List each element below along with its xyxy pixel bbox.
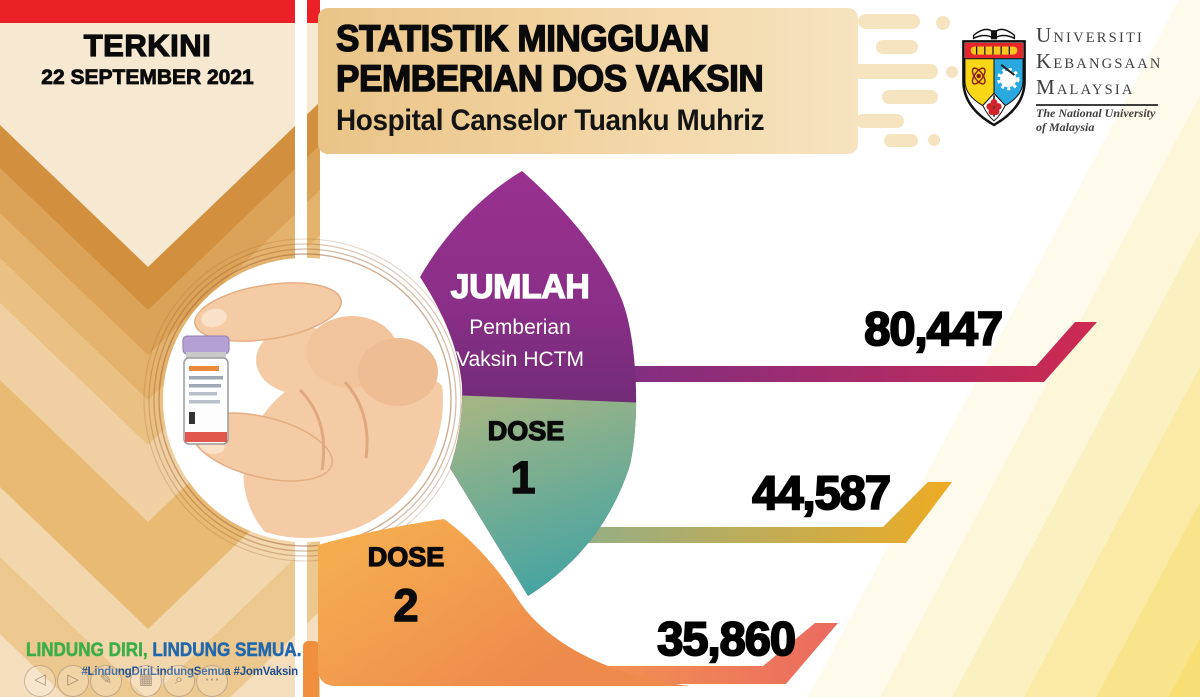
dose1-value: 44,587 bbox=[751, 465, 892, 520]
title-panel: STATISTIK MINGGUAN PEMBERIAN DOS VAKSIN … bbox=[318, 8, 858, 154]
logo-name-1: Universiti bbox=[1036, 23, 1145, 47]
total-value: 80,447 bbox=[863, 301, 1004, 356]
all-slides-button[interactable]: ▦ bbox=[130, 665, 162, 697]
atom-icon bbox=[971, 67, 986, 85]
logo-name-3: Malaysia bbox=[1036, 75, 1135, 99]
gear-icon bbox=[997, 63, 1020, 91]
orange-strip-accent bbox=[303, 641, 319, 697]
dose1-bar bbox=[560, 482, 952, 543]
pill bbox=[884, 134, 918, 147]
total-label: JUMLAH bbox=[450, 267, 590, 306]
badge-title: TERKINI bbox=[83, 27, 212, 63]
decor-rings bbox=[143, 238, 467, 562]
logo-tagline-2: of Malaysia bbox=[1036, 119, 1095, 134]
dot bbox=[928, 134, 940, 146]
total-bar bbox=[590, 322, 1097, 382]
red-top-bar bbox=[0, 0, 320, 23]
badge-date: 22 SEPTEMBER 2021 bbox=[41, 66, 254, 90]
pill bbox=[856, 114, 904, 128]
next-slide-button[interactable]: ▷ bbox=[57, 665, 89, 697]
logo-name-2: Kebangsaan bbox=[1036, 49, 1163, 73]
university-wordmark: Universiti Kebangsaan Malaysia The Natio… bbox=[1036, 24, 1194, 134]
pen-tool-button[interactable]: ✎ bbox=[90, 665, 122, 697]
pill bbox=[852, 64, 938, 79]
title-subtitle: Hospital Canselor Tuanku Muhriz bbox=[336, 104, 765, 137]
vaccine-vial bbox=[182, 335, 230, 445]
dot bbox=[946, 66, 958, 78]
campaign-slogan: LINDUNG DIRI, LINDUNG SEMUA. bbox=[26, 640, 305, 662]
university-logo: Universiti Kebangsaan Malaysia The Natio… bbox=[958, 22, 1194, 134]
flower-icon bbox=[986, 95, 1002, 117]
slogan-green: LINDUNG DIRI, bbox=[26, 640, 148, 662]
dose1-number: 1 bbox=[510, 451, 537, 504]
petal-teal-section bbox=[420, 389, 637, 596]
pill bbox=[876, 40, 918, 54]
previous-slide-button[interactable]: ◁ bbox=[24, 665, 56, 697]
ukm-crest-icon bbox=[962, 28, 1026, 127]
dose1-label: DOSE bbox=[487, 415, 565, 446]
logo-tagline-1: The National University bbox=[1036, 106, 1156, 120]
title-line1: STATISTIK MINGGUAN bbox=[335, 17, 710, 59]
pill bbox=[858, 14, 920, 29]
pill bbox=[882, 90, 938, 104]
dose2-wedge bbox=[318, 519, 690, 686]
dose2-number: 2 bbox=[393, 579, 420, 632]
title-line2: PEMBERIAN DOS VAKSIN bbox=[335, 57, 764, 99]
slogan-blue: LINDUNG SEMUA. bbox=[147, 640, 302, 662]
logo-divider bbox=[1036, 104, 1158, 106]
dose2-value: 35,860 bbox=[656, 611, 797, 666]
total-sublabel-1: Pemberian bbox=[469, 316, 571, 339]
total-sublabel-2: Vaksin HCTM bbox=[456, 348, 584, 371]
dose2-label: DOSE bbox=[367, 541, 445, 572]
dot bbox=[936, 16, 950, 30]
